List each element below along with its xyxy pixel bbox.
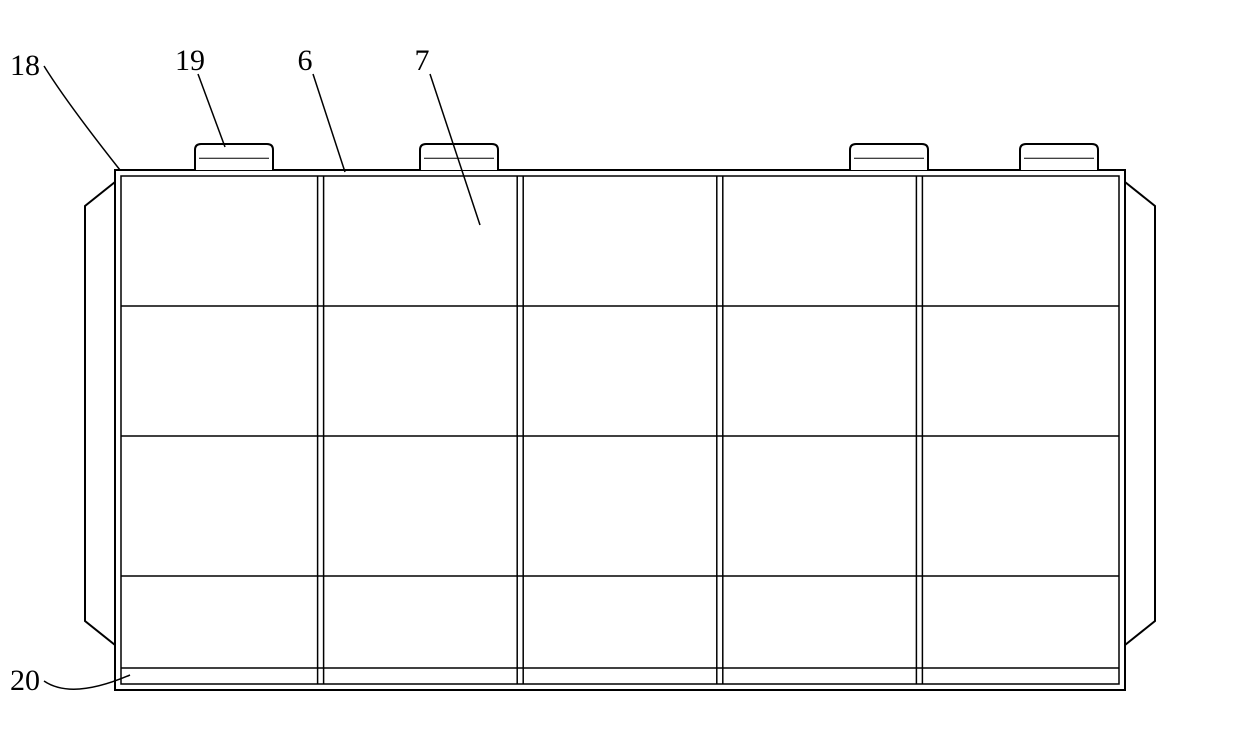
callout-leader-6 (313, 74, 345, 172)
top-tab (420, 144, 498, 170)
callout-leader-20 (44, 675, 130, 689)
diagram: 18 19 6 7 20 (0, 0, 1240, 733)
top-tab (195, 144, 273, 170)
inner-frame (121, 176, 1119, 684)
top-tab (850, 144, 928, 170)
left-flap (85, 182, 115, 645)
top-tab (1020, 144, 1098, 170)
callout-leader-18 (44, 66, 120, 170)
callout-label-19: 19 (175, 44, 205, 77)
callout-label-18: 18 (10, 49, 40, 82)
callout-label-7: 7 (415, 44, 430, 77)
callout-label-6: 6 (298, 44, 313, 77)
callout-label-20: 20 (10, 664, 40, 697)
right-flap (1125, 182, 1155, 645)
outer-frame (115, 170, 1125, 690)
callout-leader-19 (198, 74, 225, 147)
